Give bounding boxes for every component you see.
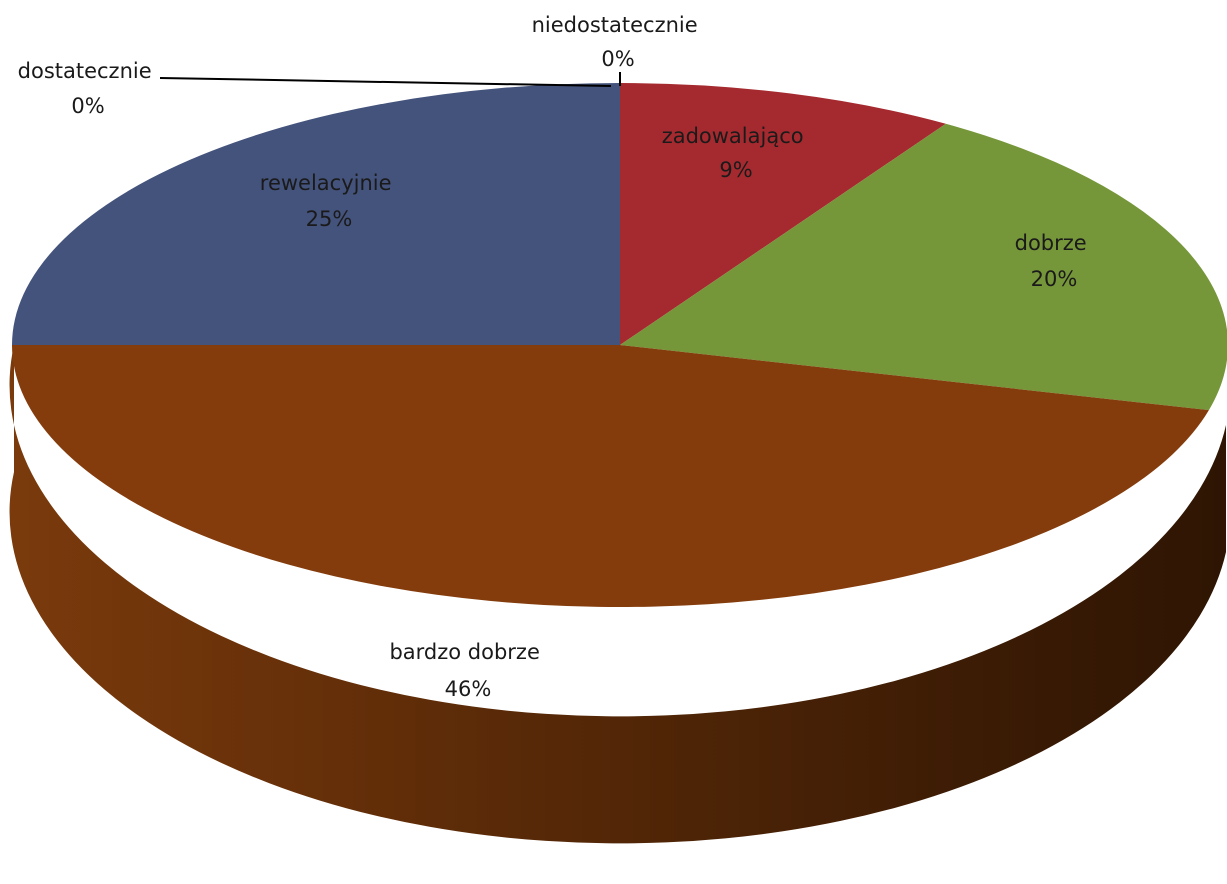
data-label-rewelacyjnie: rewelacyjnie 25% — [260, 171, 398, 231]
pie-side-bardzo-dobrze — [9, 345, 1226, 844]
pie-slice-dobrze — [620, 123, 1227, 411]
data-label-bardzo-dobrze: bardzo dobrze 46% — [389, 640, 546, 701]
pie-slice-rewelacyjnie — [12, 83, 620, 345]
pie-slice-zadowalajaco — [620, 83, 946, 345]
data-label-niedostatecznie: niedostatecznie 0% — [532, 13, 705, 71]
data-label-zadowalajaco: zadowalająco 9% — [662, 124, 811, 182]
pie-slice-bardzo-dobrze — [12, 345, 1209, 608]
leader-line-dostatecznie — [159, 77, 612, 87]
data-label-dostatecznie: dostatecznie 0% — [18, 59, 159, 118]
data-label-dobrze: dobrze 20% — [1015, 231, 1094, 291]
